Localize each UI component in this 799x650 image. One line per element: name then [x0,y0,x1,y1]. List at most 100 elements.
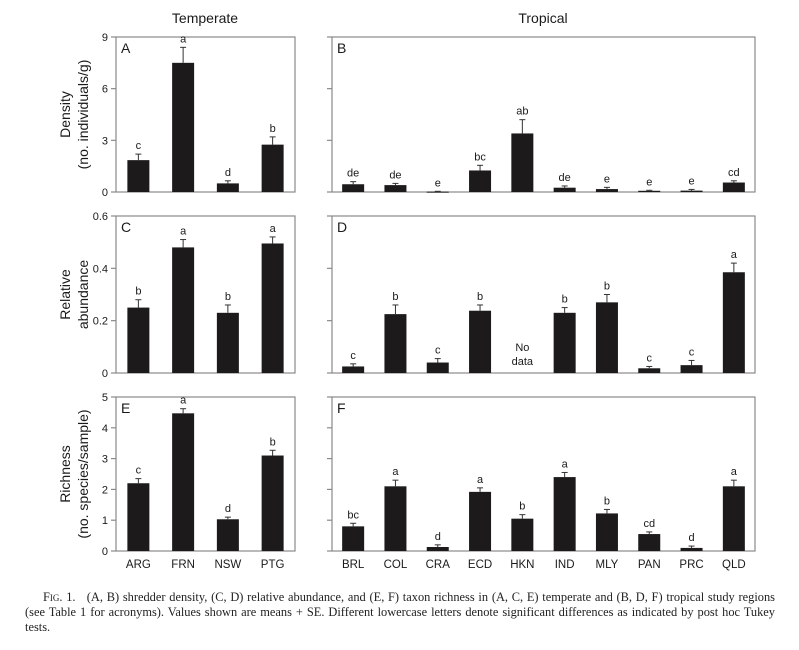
y-tick-label: 0 [102,187,108,199]
significance-letter: a [180,33,187,45]
y-axis-label-line: abundance [75,260,91,330]
y-axis-label-line: (no. individuals/g) [75,60,91,170]
panel-c: C 0 0.2 0.4 0.6 Relative abundance b a b a [57,211,296,380]
y-axis-label-line: Density [57,91,73,138]
x-tick-label: QLD [722,559,746,571]
significance-letter: de [559,172,571,184]
bar-ecd [469,170,492,192]
bar-brl [342,184,365,192]
significance-letter: bc [474,151,486,163]
significance-letter: d [225,503,231,515]
significance-letter: ab [516,106,528,118]
x-tick-label: MLY [596,559,619,571]
bar-ptg [261,144,284,192]
axis-frame [115,36,296,193]
y-tick-label: 0.2 [93,316,108,328]
bar-qld [722,272,745,373]
figure: Temperate Tropical A 0 3 6 9 Density (no. indi… [57,10,756,571]
bar-nsw [216,312,239,373]
significance-letter: d [435,531,441,543]
y-tick-label: 3 [102,454,108,466]
bar-ecd [469,310,492,373]
significance-letter: b [519,501,525,513]
y-tick-label: 0 [102,546,108,558]
bar-arg [127,160,150,192]
bar-mly [595,302,618,373]
panel-a: A 0 3 6 9 Density (no. individuals/g) c a d b [57,32,296,199]
bar-nsw [216,183,239,192]
y-tick-label: 2 [102,484,108,496]
y-axis-label: Richness (no. species/sample) [57,409,91,538]
significance-letter: a [270,223,277,235]
significance-letter: b [270,123,276,135]
y-tick-label: 0.4 [93,263,108,275]
x-tick-label: PTG [261,559,285,571]
significance-letter: a [731,249,738,261]
bar-ind [553,477,576,551]
significance-letter: c [689,346,695,358]
caption-label: Fig. 1. [43,590,76,604]
significance-letter: de [389,169,401,181]
axis-frame [115,396,296,552]
significance-letter: b [225,291,231,303]
bar-prc [680,365,703,373]
y-axis-label-line: Relative [57,269,73,320]
bar-hkn [511,133,534,192]
significance-letter: e [435,177,441,189]
panel-letter: B [337,40,346,56]
significance-letter: a [731,466,738,478]
y-tick-label: 4 [102,423,108,435]
bar-cra [426,546,449,551]
significance-letter: e [688,175,694,187]
bar-col [384,314,407,373]
x-tick-label: BRL [342,559,365,571]
panel-letter: A [121,40,131,56]
significance-letter: c [350,350,356,362]
y-tick-label: 3 [102,135,108,147]
significance-letter: b [477,291,483,303]
y-tick-label: 9 [102,32,108,44]
bar-ptg [261,455,284,551]
panel-b: Bde de e bc ab de e e e cd [327,36,756,193]
no-data-annotation: No [515,342,529,354]
significance-letter: a [477,474,484,486]
bar-col [384,486,407,551]
bar-hkn [511,518,534,551]
significance-letter: cd [643,518,655,530]
bar-pan [638,368,661,373]
bar-frn [172,247,195,373]
column-title-temperate: Temperate [172,10,238,26]
axis-frame [331,215,756,374]
y-tick-label: 1 [102,515,108,527]
bar-pan [638,190,661,192]
bar-pan [638,534,661,551]
significance-letter: b [562,294,568,306]
significance-letter: c [136,140,142,152]
panel-e: E 0 1 2 3 4 5 Richness (no. species/sample) c ARG a… [57,392,296,571]
significance-letter: d [225,167,231,179]
x-tick-label: NSW [214,559,241,571]
bar-cra [426,191,449,193]
figure-caption: Fig. 1. (A, B) shredder density, (C, D) … [25,590,775,635]
x-tick-label: COL [384,559,408,571]
bar-prc [680,190,703,192]
significance-letter: b [270,436,276,448]
significance-letter: b [392,291,398,303]
bar-frn [172,413,195,551]
bar-arg [127,307,150,373]
caption-text: (A, B) shredder density, (C, D) relative… [25,590,775,634]
panel-letter: E [121,400,130,416]
x-tick-label: ARG [126,559,151,571]
bar-mly [595,513,618,551]
y-tick-label: 5 [102,392,108,404]
x-tick-label: FRN [171,559,195,571]
y-axis-label: Relative abundance [57,260,91,330]
significance-letter: b [604,281,610,293]
significance-letter: a [180,226,187,238]
bar-brl [342,366,365,373]
bar-qld [722,486,745,551]
significance-letter: a [562,458,569,470]
bar-arg [127,483,150,551]
significance-letter: de [347,168,359,180]
